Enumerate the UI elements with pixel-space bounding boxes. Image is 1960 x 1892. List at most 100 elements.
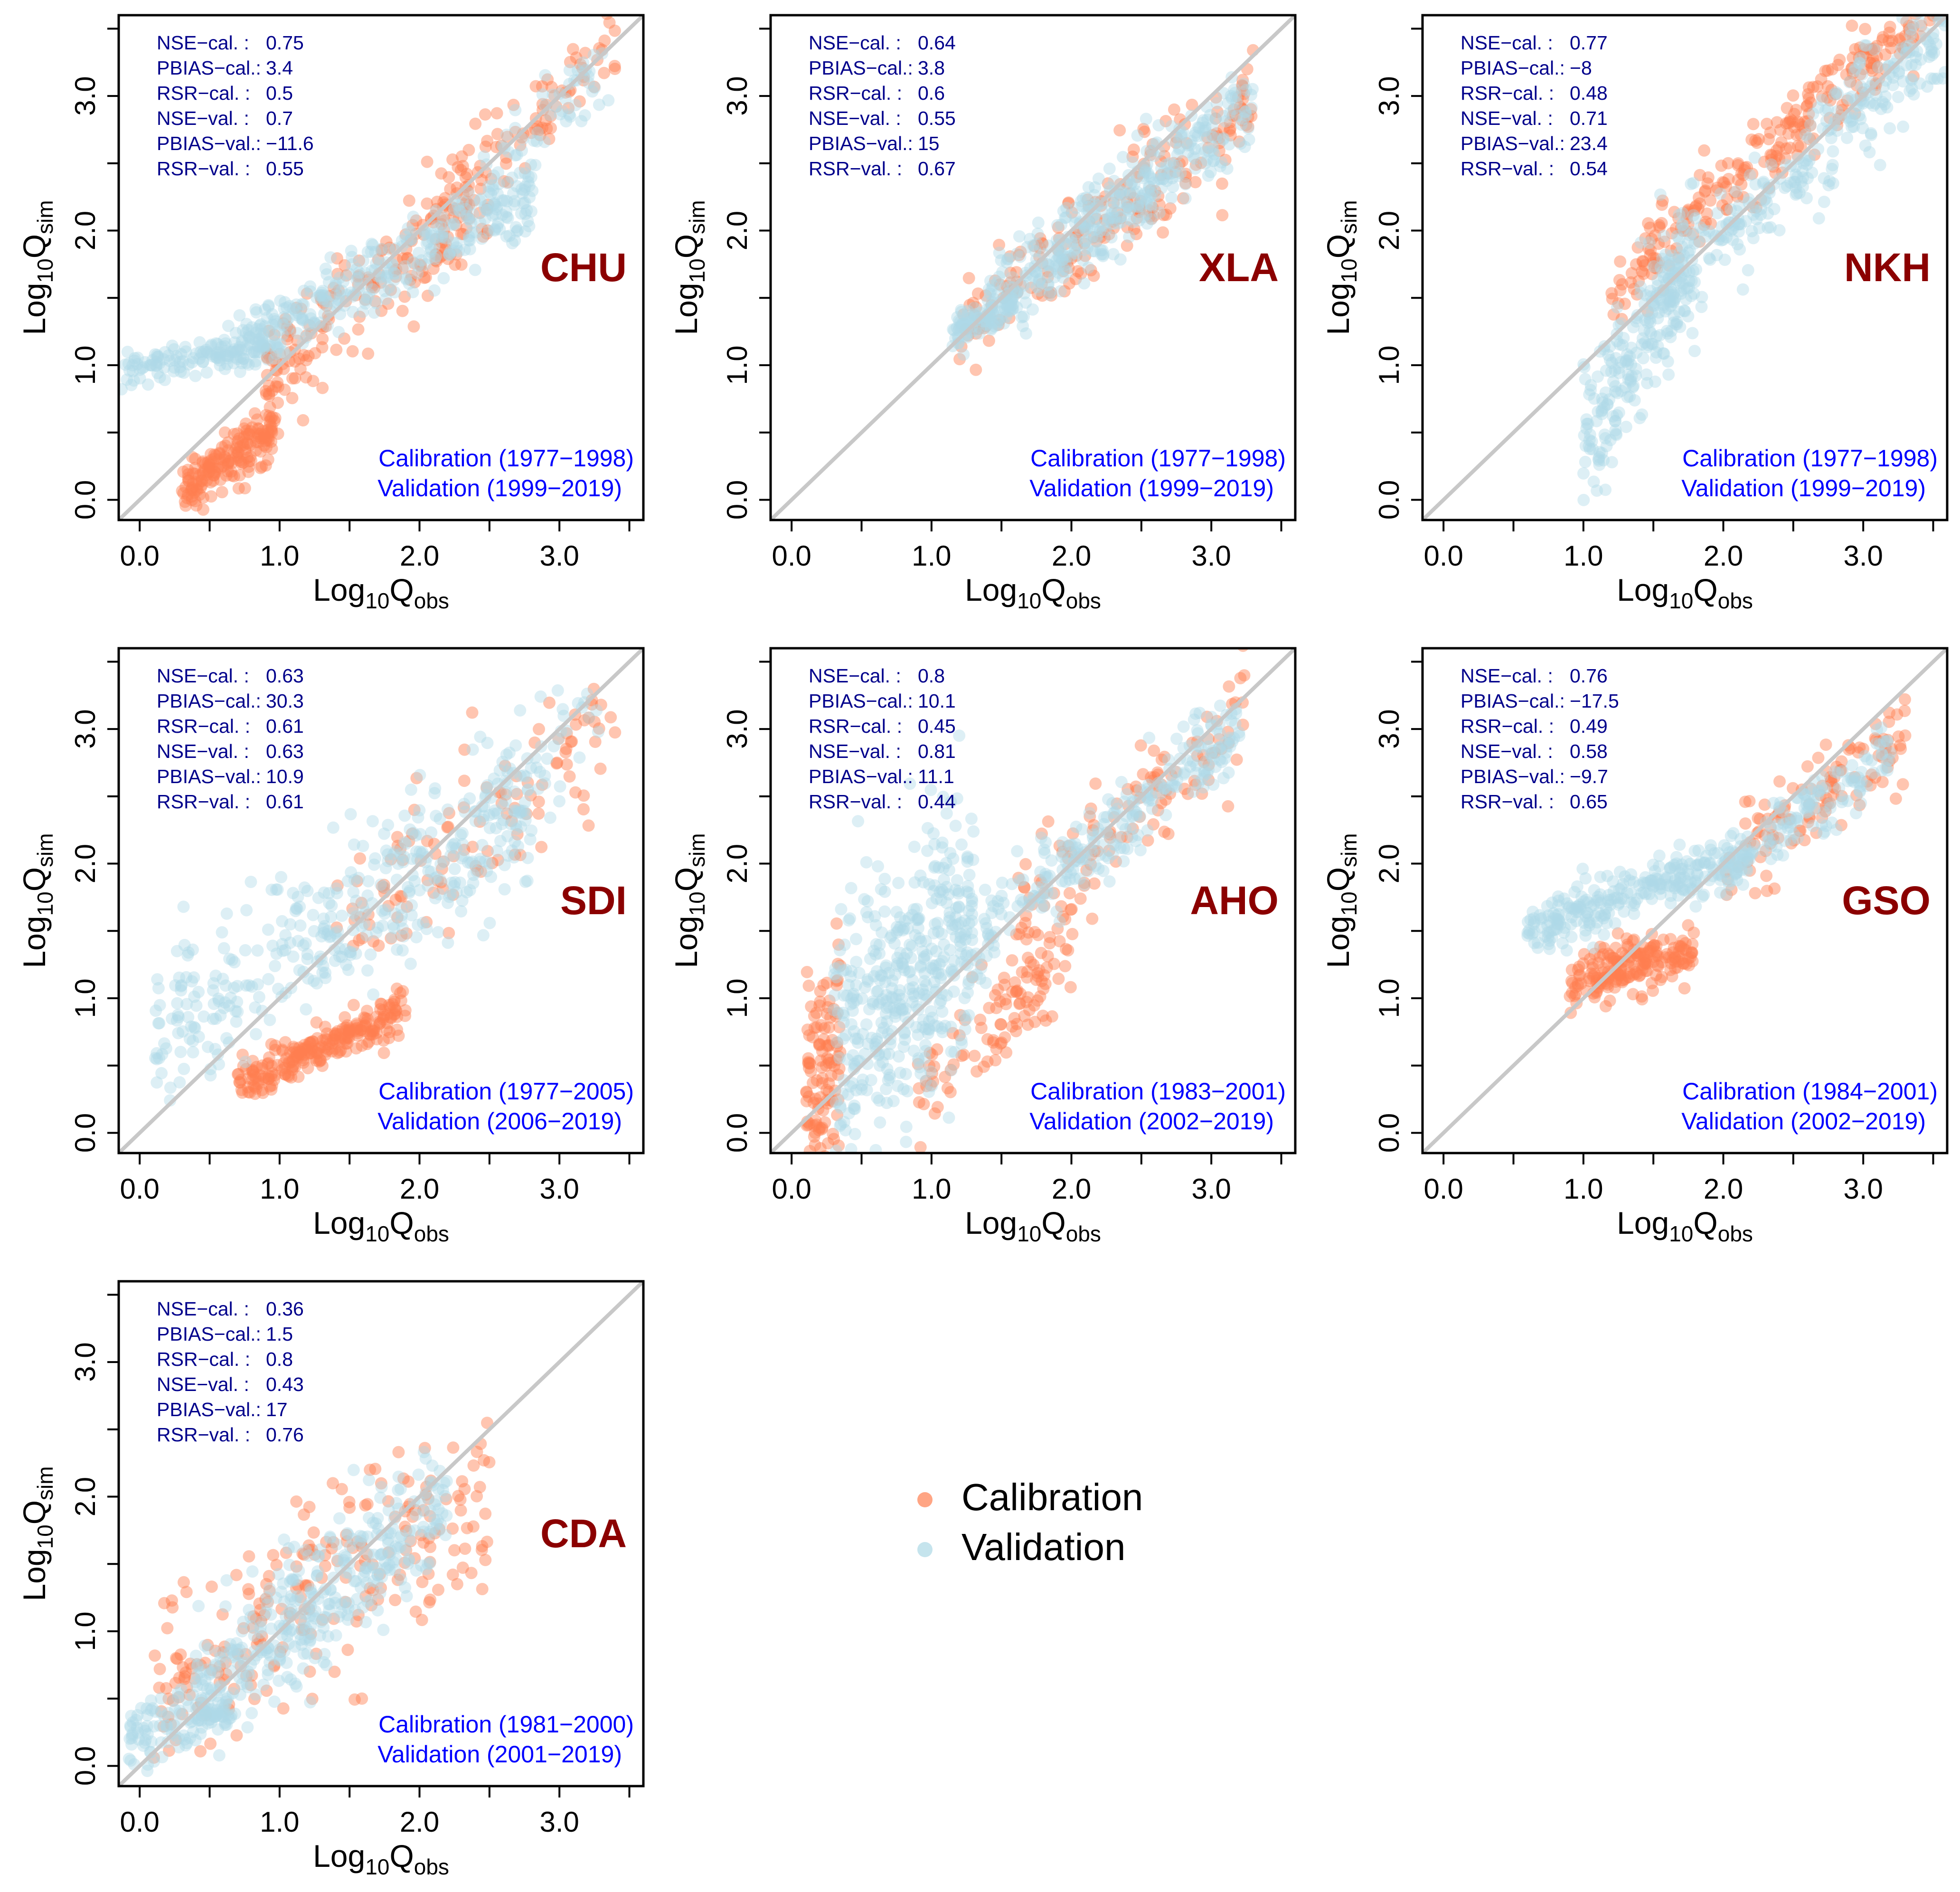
data-point — [270, 947, 283, 960]
data-point — [1613, 274, 1626, 286]
data-point — [256, 335, 269, 348]
data-point — [808, 1010, 820, 1022]
data-point — [450, 248, 462, 261]
data-point — [1802, 81, 1815, 94]
data-point — [424, 865, 437, 878]
data-point — [1070, 233, 1083, 246]
data-point — [186, 356, 198, 369]
data-point — [1063, 277, 1075, 290]
data-point — [1189, 176, 1202, 189]
y-tick-label: 2.0 — [721, 844, 753, 883]
data-point — [1131, 202, 1143, 215]
data-point — [1646, 338, 1659, 350]
data-point — [293, 1041, 306, 1054]
data-point — [1780, 117, 1792, 130]
data-point — [1237, 112, 1250, 125]
data-point — [958, 318, 970, 331]
data-point — [923, 878, 936, 890]
data-point — [208, 448, 221, 461]
stat-key: RSR−val. : — [157, 791, 250, 813]
data-point — [1138, 125, 1151, 138]
data-point — [447, 889, 460, 901]
data-point — [1926, 49, 1938, 62]
data-point — [1021, 241, 1034, 254]
data-point — [214, 348, 226, 361]
data-point — [1011, 900, 1024, 913]
data-point — [1592, 370, 1604, 383]
data-point — [1121, 221, 1134, 234]
data-point — [916, 945, 929, 958]
data-point — [573, 751, 586, 764]
data-point — [1017, 873, 1029, 886]
data-point — [1150, 786, 1163, 799]
data-point — [276, 915, 289, 927]
data-point — [1072, 265, 1084, 278]
data-point — [1797, 157, 1810, 170]
data-point — [1205, 749, 1218, 762]
data-point — [277, 311, 290, 324]
data-point — [1761, 117, 1773, 130]
data-point — [1094, 848, 1107, 861]
data-point — [1214, 753, 1226, 766]
data-point — [1075, 195, 1087, 208]
data-point — [1769, 156, 1781, 169]
data-point — [565, 735, 577, 748]
data-point — [1630, 288, 1643, 301]
data-point — [352, 272, 364, 284]
data-point — [857, 1073, 869, 1086]
data-point — [304, 280, 317, 293]
data-point — [943, 911, 956, 924]
data-point — [1868, 57, 1881, 70]
data-point — [280, 1052, 293, 1065]
data-point — [319, 1049, 331, 1061]
data-point — [1758, 194, 1771, 207]
data-point — [297, 1054, 310, 1067]
data-point — [1035, 946, 1047, 959]
data-point — [1660, 324, 1673, 337]
data-point — [394, 842, 407, 855]
data-point — [1207, 154, 1220, 167]
data-point — [937, 861, 950, 874]
data-point — [458, 843, 471, 856]
data-point — [1772, 141, 1785, 154]
data-point — [346, 345, 359, 358]
y-axis-label: Log10Qsim — [17, 200, 57, 335]
data-point — [1035, 277, 1048, 290]
data-point — [879, 975, 892, 988]
data-point — [1123, 204, 1136, 217]
data-point — [219, 349, 232, 361]
data-point — [119, 383, 128, 396]
data-point — [1662, 368, 1675, 381]
data-point — [212, 461, 225, 473]
data-point — [520, 807, 533, 820]
data-point — [957, 1049, 970, 1061]
data-point — [474, 855, 487, 868]
data-point — [955, 838, 968, 851]
data-point — [449, 258, 462, 271]
data-point — [1023, 276, 1036, 289]
data-point — [389, 893, 402, 906]
data-point — [1164, 202, 1177, 215]
data-point — [890, 906, 903, 918]
data-point — [1685, 178, 1697, 190]
data-point — [1675, 284, 1687, 297]
data-point — [1041, 258, 1054, 271]
data-point — [883, 1001, 895, 1013]
axis-ticks: 0.00.01.01.02.02.03.03.0 — [69, 28, 631, 572]
data-point — [957, 348, 970, 361]
data-point — [1698, 185, 1711, 198]
stat-key: RSR−val. : — [809, 158, 902, 180]
data-point — [1019, 917, 1032, 929]
data-point — [1903, 19, 1915, 32]
data-point — [196, 456, 209, 469]
data-point — [914, 959, 927, 972]
data-point — [301, 1043, 313, 1056]
panel-gso: 0.00.01.01.02.02.03.03.0Log10QobsLog10Qs… — [1320, 647, 1949, 1246]
data-point — [340, 958, 353, 971]
data-point — [1130, 784, 1143, 797]
data-point — [575, 115, 588, 128]
data-point — [335, 284, 348, 297]
data-point — [291, 1046, 303, 1059]
data-point — [290, 309, 302, 322]
